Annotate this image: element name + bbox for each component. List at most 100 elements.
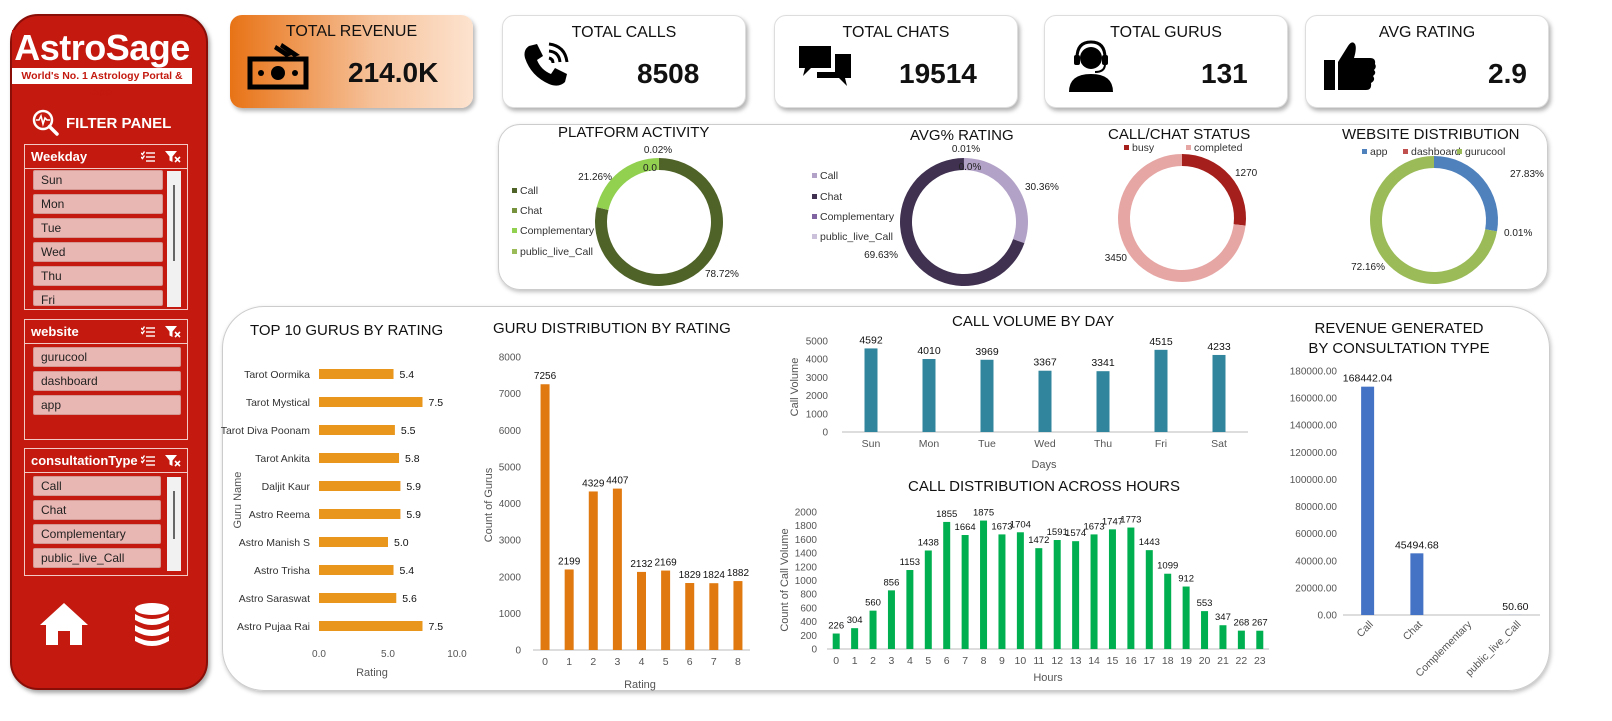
slicer-item-complementary[interactable]: Complementary — [33, 524, 161, 544]
gurudist-y-tick: 7000 — [499, 389, 522, 400]
slicer-consultation-scrollbar[interactable] — [167, 477, 181, 571]
platform-legend-label-0: Call — [520, 185, 538, 197]
slicer-item-public-live-call[interactable]: public_live_Call — [33, 548, 161, 568]
callhours-x-tick: 11 — [1033, 655, 1044, 667]
clear-filter-icon[interactable] — [165, 325, 181, 339]
guru-rating-value: 5.5 — [401, 425, 416, 437]
callhours-x-tick: 16 — [1125, 655, 1137, 667]
callhours-bar — [1053, 540, 1061, 649]
callhours-x-tick: 12 — [1051, 655, 1063, 667]
callhours-bar — [943, 521, 951, 649]
clear-filter-icon[interactable] — [165, 150, 181, 164]
callhours-y-tick: 600 — [800, 603, 817, 614]
callhours-y-tick: 1200 — [795, 562, 818, 573]
slicer-item-gurucool[interactable]: gurucool — [33, 347, 181, 367]
gurudist-value-label: 4407 — [606, 476, 629, 487]
callhours-y-tick: 1800 — [795, 521, 818, 532]
callhours-y-tick: 200 — [800, 631, 817, 642]
callday-bar — [980, 359, 994, 432]
revenuetype-bar — [1410, 553, 1424, 615]
platform-value-label-1: 0.0 — [643, 163, 657, 174]
avgrating-legend-swatch-3 — [812, 234, 817, 239]
platform-value-label-0: 78.72% — [705, 269, 739, 280]
avgrating-legend-label-1: Chat — [820, 191, 842, 203]
guru-rating-bar — [319, 537, 388, 547]
callday-value-label: 4515 — [1149, 336, 1173, 348]
callday-bar — [1096, 371, 1110, 432]
gurudist-y-axis-label: Count of Gurus — [483, 467, 495, 542]
gurudist-value-label: 2199 — [558, 556, 581, 567]
brand-name: AstroSage — [14, 27, 190, 68]
slicer-item-fri[interactable]: Fri — [33, 290, 163, 306]
top-gurus-y-axis-label: Guru Name — [232, 472, 244, 529]
slicer-item-wed[interactable]: Wed — [33, 242, 163, 262]
gurudist-y-tick: 8000 — [499, 353, 522, 364]
callday-x-tick: Tue — [978, 438, 996, 450]
callhours-bar — [851, 628, 859, 649]
call-volume-title: CALL VOLUME BY DAY — [952, 313, 1115, 330]
guru-rating-bar — [319, 481, 401, 491]
callhours-value-label: 1591 — [1047, 527, 1068, 538]
revenuetype-y-tick: 120000.00 — [1290, 448, 1338, 459]
slicer-item-dashboard[interactable]: dashboard — [33, 371, 181, 391]
slicer-item-sun[interactable]: Sun — [33, 170, 163, 190]
platform-legend-swatch-3 — [512, 249, 517, 254]
callhours-bar — [1127, 527, 1135, 649]
guru-name-label: Tarot Mystical — [246, 397, 310, 409]
callhours-value-label: 1855 — [936, 509, 957, 520]
donut-charts: 78.72% 0.0 21.26% 0.02% Call Chat Complementar… — [512, 142, 1544, 286]
gurudist-value-label: 1824 — [703, 570, 726, 581]
top-gurus-x-axis-label: Rating — [356, 667, 388, 679]
slicer-item-chat[interactable]: Chat — [33, 500, 161, 520]
multi-select-icon[interactable] — [141, 454, 155, 467]
clear-filter-icon[interactable] — [165, 454, 181, 468]
slicer-item-call[interactable]: Call — [33, 476, 161, 496]
gurudist-bar — [733, 581, 743, 650]
callday-bar — [1212, 354, 1226, 432]
status-value-label-1: 3450 — [1105, 253, 1128, 264]
gurudist-bar — [540, 384, 550, 650]
kpi-gurus-title: TOTAL GURUS — [1110, 24, 1222, 41]
status-slice-0 — [1182, 154, 1246, 226]
guru-rating-value: 5.6 — [402, 593, 417, 605]
guru-name-label: Astro Saraswat — [239, 593, 310, 605]
slicer-weekday-title: Weekday — [31, 149, 88, 164]
callhours-x-axis-label: Hours — [1033, 672, 1063, 684]
gurudist-value-label: 7256 — [534, 371, 557, 382]
gurudist-value-label: 1882 — [727, 568, 750, 579]
database-icon[interactable] — [132, 602, 172, 648]
callhours-x-tick: 14 — [1088, 655, 1100, 667]
slicer-item-app[interactable]: app — [33, 395, 181, 415]
website-legend-swatch-1 — [1403, 149, 1408, 154]
gurudist-x-tick: 1 — [566, 656, 572, 668]
guru-rating-value: 5.8 — [405, 453, 420, 465]
kpi-total-gurus: TOTAL GURUS 131 — [1044, 15, 1288, 108]
slicer-item-thu[interactable]: Thu — [33, 266, 163, 286]
callhours-bar — [1035, 548, 1043, 649]
revenuetype-y-tick: 20000.00 — [1295, 583, 1337, 594]
revenuetype-y-tick: 60000.00 — [1295, 529, 1337, 540]
gurudist-y-tick: 3000 — [499, 536, 522, 547]
revenuetype-y-tick: 160000.00 — [1290, 394, 1338, 405]
call-hours-title: CALL DISTRIBUTION ACROSS HOURS — [908, 478, 1180, 495]
guru-rating-value: 7.5 — [429, 397, 444, 409]
website-slice-0 — [1434, 156, 1498, 232]
callday-y-tick: 3000 — [806, 373, 829, 384]
avgrating-legend-label-2: Complementary — [820, 211, 895, 223]
gurudist-bar — [709, 583, 719, 650]
multi-select-icon[interactable] — [141, 325, 155, 338]
callhours-value-label: 1099 — [1157, 561, 1178, 572]
callday-x-axis-label: Days — [1031, 459, 1057, 471]
callhours-x-tick: 5 — [925, 655, 931, 667]
slicer-weekday-scrollbar[interactable] — [167, 171, 181, 307]
filter-panel-title: FILTER PANEL — [66, 114, 172, 132]
kpi-revenue-title: TOTAL REVENUE — [285, 23, 418, 40]
gurudist-x-tick: 8 — [735, 656, 741, 668]
callhours-bar — [1201, 611, 1209, 649]
callday-x-tick: Sat — [1211, 438, 1227, 450]
slicer-item-tue[interactable]: Tue — [33, 218, 163, 238]
slicer-item-mon[interactable]: Mon — [33, 194, 163, 214]
home-icon[interactable] — [38, 601, 90, 647]
multi-select-icon[interactable] — [141, 150, 155, 163]
